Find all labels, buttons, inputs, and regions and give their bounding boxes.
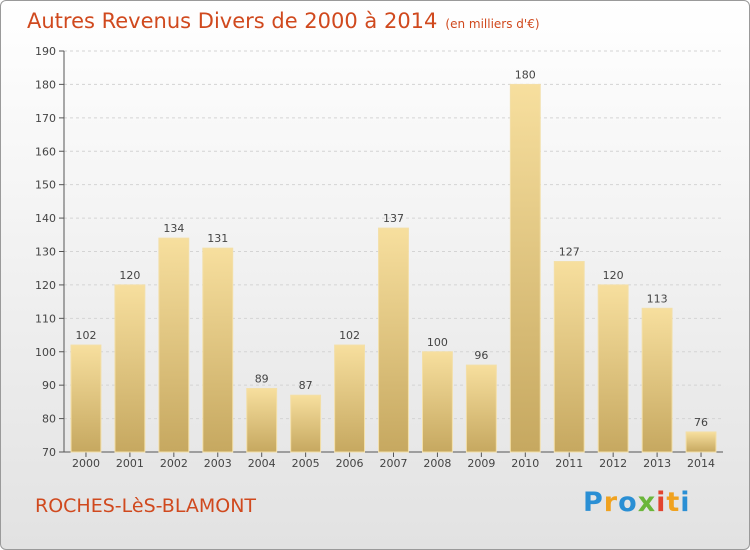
proxiti-logo[interactable]: Proxiti <box>583 487 691 518</box>
data-label: 134 <box>163 222 184 235</box>
bar-2003 <box>202 247 234 453</box>
x-tick-label: 2002 <box>160 457 188 470</box>
x-tick-label: 2011 <box>555 457 583 470</box>
data-label: 131 <box>207 232 228 245</box>
chart-title-text: Autres Revenus Divers de 2000 à 2014 <box>27 9 438 33</box>
data-label: 120 <box>119 269 140 282</box>
bars <box>70 83 717 453</box>
bar-2011 <box>553 261 585 453</box>
x-tick-label: 2003 <box>204 457 232 470</box>
logo-letter: P <box>583 487 604 518</box>
x-tick-label: 2008 <box>423 457 451 470</box>
data-label: 100 <box>427 336 448 349</box>
x-tick-label: 2013 <box>643 457 671 470</box>
logo-letter: r <box>603 487 619 518</box>
labels: 102 2000 120 2001 134 2002 131 2003 89 2004 87 2005… <box>72 68 715 470</box>
bar-2004 <box>246 388 278 453</box>
x-tick-label: 2009 <box>467 457 495 470</box>
bar-2002 <box>158 237 190 453</box>
y-tick-label: 150 <box>35 179 56 192</box>
bar-2013 <box>641 307 673 453</box>
x-tick-label: 2012 <box>599 457 627 470</box>
data-label: 76 <box>694 416 708 429</box>
data-label: 87 <box>299 379 313 392</box>
data-label: 127 <box>559 246 580 259</box>
x-tick-label: 2010 <box>511 457 539 470</box>
y-tick-label: 120 <box>35 279 56 292</box>
x-tick-label: 2004 <box>248 457 276 470</box>
y-tick-label: 100 <box>35 346 56 359</box>
place-name: ROCHES-LèS-BLAMONT <box>35 495 257 517</box>
data-label: 96 <box>474 349 488 362</box>
data-label: 102 <box>339 329 360 342</box>
bar-2008 <box>421 351 453 453</box>
logo-letter: x <box>637 487 657 518</box>
y-tick-label: 180 <box>35 78 56 91</box>
logo-letter: t <box>666 487 681 518</box>
bar-2001 <box>114 284 146 453</box>
y-tick-label: 130 <box>35 246 56 259</box>
y-tick-label: 170 <box>35 112 56 125</box>
data-label: 113 <box>647 292 668 305</box>
bar-2012 <box>597 284 629 453</box>
x-tick-label: 2006 <box>336 457 364 470</box>
y-tick-label: 140 <box>35 212 56 225</box>
data-label: 102 <box>75 329 96 342</box>
bar-2009 <box>465 364 497 453</box>
data-label: 89 <box>255 373 269 386</box>
y-tick-label: 190 <box>35 45 56 58</box>
y-tick-label: 110 <box>35 312 56 325</box>
logo-letter: i <box>680 487 691 518</box>
logo-letter: i <box>656 487 667 518</box>
chart-subtitle: (en milliers d'€) <box>445 17 540 31</box>
y-tick-label: 90 <box>42 379 56 392</box>
data-label: 180 <box>515 68 536 81</box>
bar-2010 <box>509 83 541 453</box>
bar-2007 <box>378 227 409 453</box>
x-tick-label: 2014 <box>687 457 715 470</box>
y-tick-label: 80 <box>42 413 56 426</box>
data-label: 137 <box>383 212 404 225</box>
x-tick-label: 2000 <box>72 457 100 470</box>
chart-title: Autres Revenus Divers de 2000 à 2014 (en … <box>27 9 540 33</box>
y-tick-label: 160 <box>35 145 56 158</box>
bar-2014 <box>685 431 717 453</box>
bar-2005 <box>290 394 322 453</box>
bar-2006 <box>334 344 366 453</box>
x-tick-label: 2005 <box>292 457 320 470</box>
bar-2000 <box>70 344 102 453</box>
data-label: 120 <box>603 269 624 282</box>
logo-letter: o <box>618 487 638 518</box>
y-tick-label: 70 <box>42 446 56 459</box>
x-tick-label: 2001 <box>116 457 144 470</box>
x-tick-label: 2007 <box>380 457 408 470</box>
